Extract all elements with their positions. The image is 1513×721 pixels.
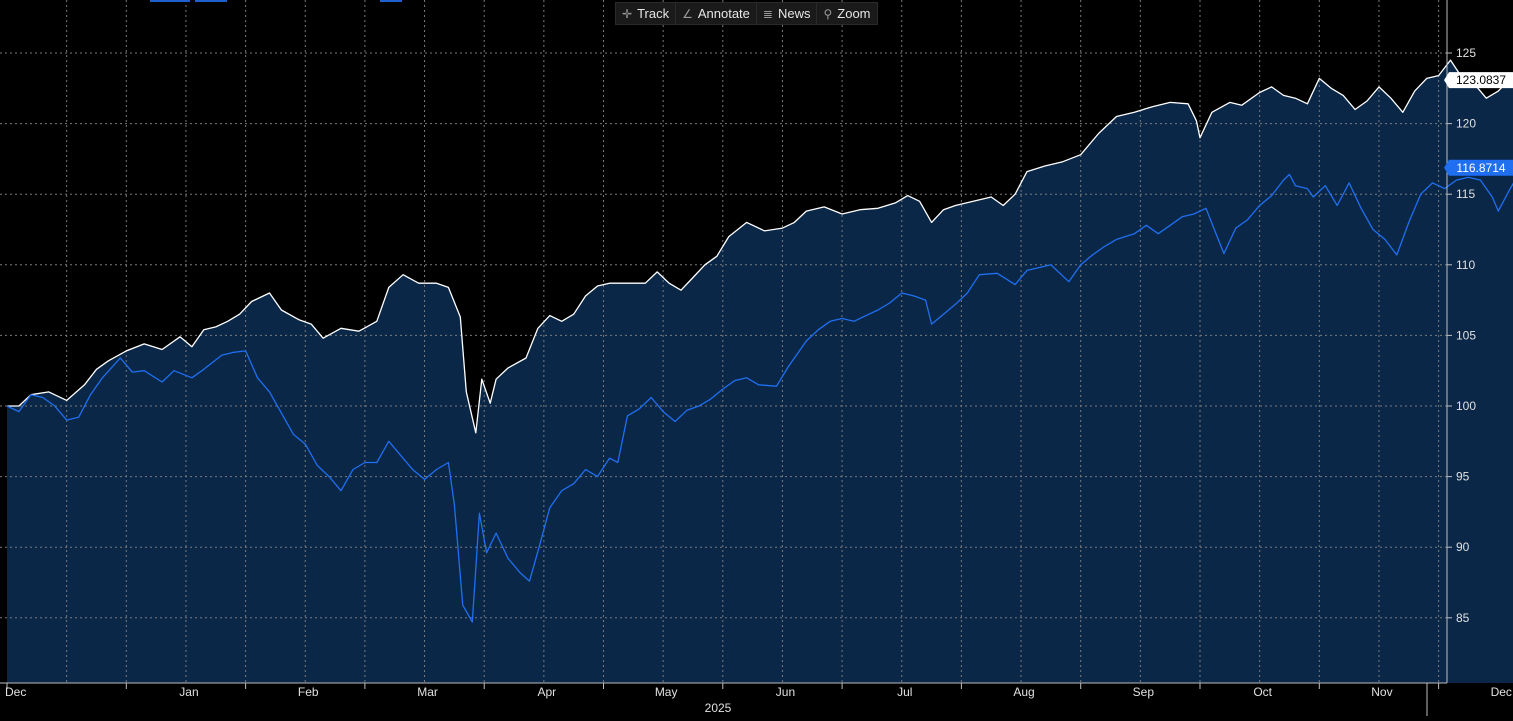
x-tick-label: Jan [179, 685, 198, 699]
top-indicator-3 [380, 0, 402, 2]
x-tick-label: Dec [5, 685, 26, 699]
y-tick-label: 115 [1456, 187, 1475, 201]
series-line-blue [6, 173, 1513, 623]
track-button[interactable]: ✛ Track [616, 3, 677, 24]
y-tick-label: 110 [1456, 258, 1475, 272]
y-tick-label: 85 [1456, 611, 1470, 625]
x-tick-label: Nov [1371, 685, 1392, 699]
x-tick-label: May [655, 685, 678, 699]
y-tick-label: 120 [1456, 117, 1476, 131]
x-tick-label: Sep [1133, 685, 1155, 699]
y-tick-label: 100 [1456, 399, 1476, 413]
track-label: Track [637, 6, 670, 21]
zoom-button[interactable]: ⚲ Zoom [817, 3, 876, 24]
x-tick-label: Aug [1013, 685, 1034, 699]
annotate-label: Annotate [697, 6, 750, 21]
x-tick-label: Apr [538, 685, 557, 699]
x-tick-label: Feb [298, 685, 319, 699]
y-tick-label: 105 [1456, 328, 1476, 342]
chart-toolbar: ✛ Track ∠ Annotate ≣ News ⚲ Zoom [615, 2, 878, 25]
pencil-icon: ∠ [682, 6, 693, 21]
x-tick-label: Oct [1253, 685, 1272, 699]
annotate-button[interactable]: ∠ Annotate [676, 3, 757, 24]
x-tick-label: Mar [417, 685, 438, 699]
y-tick-label: 95 [1456, 470, 1470, 484]
x-tick-label: Jun [776, 685, 795, 699]
zoom-label: Zoom [837, 6, 871, 21]
x-tick-label: Jul [897, 685, 912, 699]
last-value-badge [1444, 159, 1513, 176]
last-value-label: 123.0837 [1456, 73, 1506, 87]
y-tick-label: 125 [1456, 46, 1476, 60]
x-tick-label: Dec [1491, 685, 1512, 699]
magnifier-icon: ⚲ [823, 6, 833, 21]
crosshair-icon: ✛ [622, 6, 633, 21]
x-axis-year-label: 2025 [705, 701, 732, 715]
news-label: News [777, 6, 811, 21]
area-fill [7, 60, 1513, 683]
y-tick-label: 90 [1456, 540, 1470, 554]
last-value-label: 116.8714 [1456, 161, 1505, 175]
series-line-white [7, 59, 1513, 434]
top-indicator-2 [195, 0, 227, 2]
news-button[interactable]: ≣ News [757, 3, 818, 24]
top-indicator-1 [150, 0, 190, 2]
last-value-badge [1444, 72, 1513, 89]
news-icon: ≣ [762, 6, 773, 21]
